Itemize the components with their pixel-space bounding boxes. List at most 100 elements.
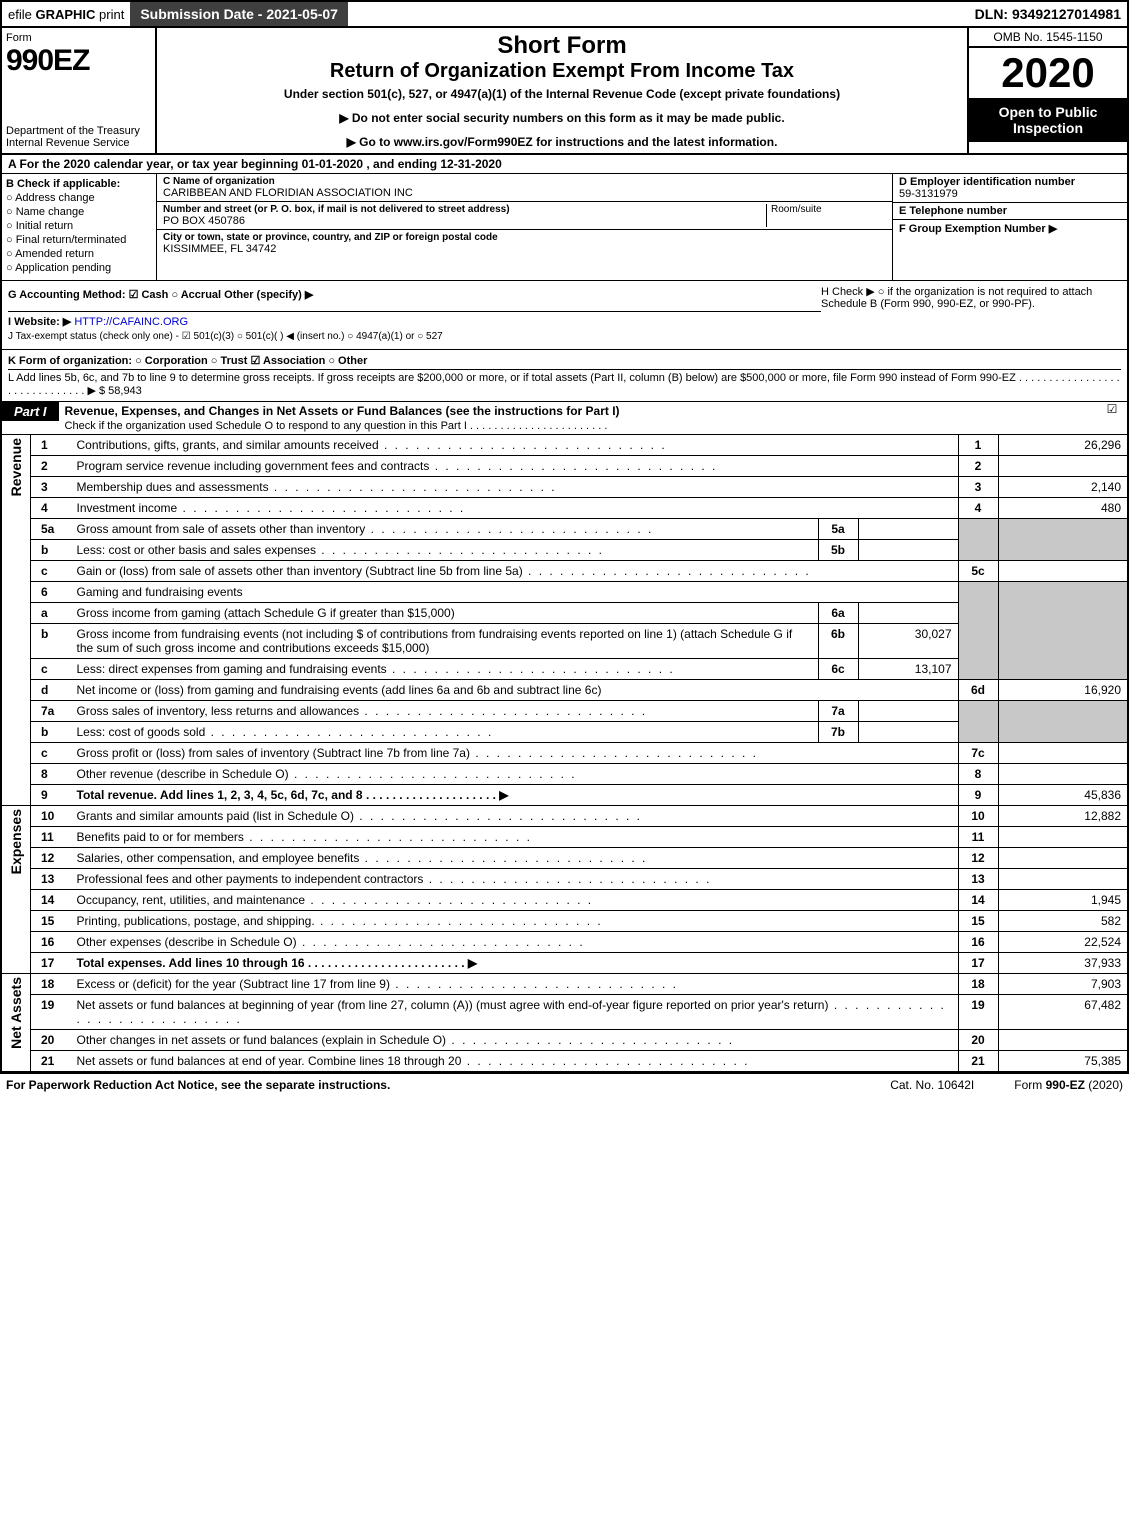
ln7-grey [958, 701, 998, 743]
ln5b-desc: Less: cost or other basis and sales expe… [71, 540, 819, 561]
ln6b-desc: Gross income from fundraising events (no… [71, 624, 819, 659]
ln13-num: 13 [31, 869, 71, 890]
ein: 59-3131979 [899, 188, 1121, 200]
ln18-desc: Excess or (deficit) for the year (Subtra… [71, 974, 959, 995]
department: Department of the Treasury Internal Reve… [6, 125, 151, 149]
ln3-val: 2,140 [998, 477, 1128, 498]
entity-block: B Check if applicable: Address change Na… [0, 174, 1129, 281]
ln3-desc: Membership dues and assessments [71, 477, 959, 498]
ln13-desc: Professional fees and other payments to … [71, 869, 959, 890]
ln21-desc: Net assets or fund balances at end of ye… [71, 1051, 959, 1073]
ln4-num: 4 [31, 498, 71, 519]
ln17-lnum: 17 [958, 953, 998, 974]
footer-left: For Paperwork Reduction Act Notice, see … [6, 1078, 390, 1092]
ln21-num: 21 [31, 1051, 71, 1073]
cb-application-pending[interactable]: Application pending [6, 262, 152, 274]
section-c: C Name of organization CARIBBEAN AND FLO… [157, 174, 892, 280]
ln13-val [998, 869, 1128, 890]
top-bar: efile GRAPHIC print Submission Date - 20… [0, 0, 1129, 28]
ln18-lnum: 18 [958, 974, 998, 995]
header-mid: Short Form Return of Organization Exempt… [157, 28, 967, 153]
addr-row: Number and street (or P. O. box, if mail… [157, 202, 892, 230]
ln5a-subval [858, 519, 958, 540]
ln7c-num: c [31, 743, 71, 764]
header-left: Form 990EZ Department of the Treasury In… [2, 28, 157, 153]
ln5a-desc: Gross amount from sale of assets other t… [71, 519, 819, 540]
part1-table: Revenue 1 Contributions, gifts, grants, … [0, 435, 1129, 1073]
ln17-num: 17 [31, 953, 71, 974]
line-j: J Tax-exempt status (check only one) - ☑… [8, 331, 821, 342]
note-ssn: ▶ Do not enter social security numbers o… [165, 111, 959, 125]
ln7-greyval [998, 701, 1128, 743]
ln2-lnum: 2 [958, 456, 998, 477]
kl-block: K Form of organization: ○ Corporation ○ … [0, 350, 1129, 402]
ln11-desc: Benefits paid to or for members [71, 827, 959, 848]
ln6c-num: c [31, 659, 71, 680]
cb-address-change[interactable]: Address change [6, 192, 152, 204]
section-b-title: B Check if applicable: [6, 178, 152, 190]
irs-link[interactable]: www.irs.gov/Form990EZ [394, 135, 533, 149]
section-def: D Employer identification number 59-3131… [892, 174, 1127, 280]
cb-final-return[interactable]: Final return/terminated [6, 234, 152, 246]
line-g: G Accounting Method: ☑ Cash ○ Accrual Ot… [8, 288, 821, 312]
ln5a-sub: 5a [818, 519, 858, 540]
ln12-lnum: 12 [958, 848, 998, 869]
ln7b-subval [858, 722, 958, 743]
note-goto-pre: ▶ Go to [347, 135, 394, 149]
ln6a-desc: Gross income from gaming (attach Schedul… [71, 603, 819, 624]
ln5c-desc: Gain or (loss) from sale of assets other… [71, 561, 959, 582]
cb-name-change[interactable]: Name change [6, 206, 152, 218]
ln14-lnum: 14 [958, 890, 998, 911]
ln7a-sub: 7a [818, 701, 858, 722]
ln6d-val: 16,920 [998, 680, 1128, 701]
ln5b-subval [858, 540, 958, 561]
ln10-desc: Grants and similar amounts paid (list in… [71, 806, 959, 827]
ln1-lnum: 1 [958, 435, 998, 456]
ln7b-sub: 7b [818, 722, 858, 743]
group-label: F Group Exemption Number ▶ [899, 222, 1121, 235]
omb-number: OMB No. 1545-1150 [969, 28, 1127, 48]
side-netassets-label: Net Assets [8, 977, 24, 1049]
ln9-lnum: 9 [958, 785, 998, 806]
group-row: F Group Exemption Number ▶ [893, 220, 1127, 280]
note-goto-post: for instructions and the latest informat… [533, 135, 778, 149]
ln18-num: 18 [31, 974, 71, 995]
line-l: L Add lines 5b, 6c, and 7b to line 9 to … [8, 372, 1121, 397]
ln17-val: 37,933 [998, 953, 1128, 974]
side-netassets: Net Assets [1, 974, 31, 1073]
footer-right-post: (2020) [1085, 1078, 1123, 1092]
ln16-num: 16 [31, 932, 71, 953]
cb-amended-return[interactable]: Amended return [6, 248, 152, 260]
ln2-num: 2 [31, 456, 71, 477]
addr-label: Number and street (or P. O. box, if mail… [163, 204, 510, 215]
efile-label: efile GRAPHIC print [2, 5, 130, 24]
ln6c-sub: 6c [818, 659, 858, 680]
form-word: Form [6, 32, 151, 44]
ln7c-val [998, 743, 1128, 764]
ln5c-num: c [31, 561, 71, 582]
section-b: B Check if applicable: Address change Na… [2, 174, 157, 280]
room-label: Room/suite [766, 204, 886, 227]
side-revenue: Revenue [1, 435, 31, 806]
ln15-lnum: 15 [958, 911, 998, 932]
cb-initial-return[interactable]: Initial return [6, 220, 152, 232]
part1-check[interactable]: ☑ [1097, 402, 1127, 416]
ln6d-num: d [31, 680, 71, 701]
ln6-grey [958, 582, 998, 680]
ln6c-subval: 13,107 [858, 659, 958, 680]
ln10-lnum: 10 [958, 806, 998, 827]
ln6d-lnum: 6d [958, 680, 998, 701]
ln11-lnum: 11 [958, 827, 998, 848]
footer-right-pre: Form [1014, 1078, 1045, 1092]
ln6d-desc: Net income or (loss) from gaming and fun… [71, 680, 959, 701]
ln5c-val [998, 561, 1128, 582]
tel-label: E Telephone number [899, 205, 1121, 217]
ghij-block: G Accounting Method: ☑ Cash ○ Accrual Ot… [0, 281, 1129, 350]
ln4-val: 480 [998, 498, 1128, 519]
line-h: H Check ▶ ○ if the organization is not r… [821, 285, 1121, 345]
ln10-val: 12,882 [998, 806, 1128, 827]
website-link[interactable]: HTTP://CAFAINC.ORG [74, 316, 188, 328]
ln11-val [998, 827, 1128, 848]
ln5b-sub: 5b [818, 540, 858, 561]
city-row: City or town, state or province, country… [157, 230, 892, 257]
